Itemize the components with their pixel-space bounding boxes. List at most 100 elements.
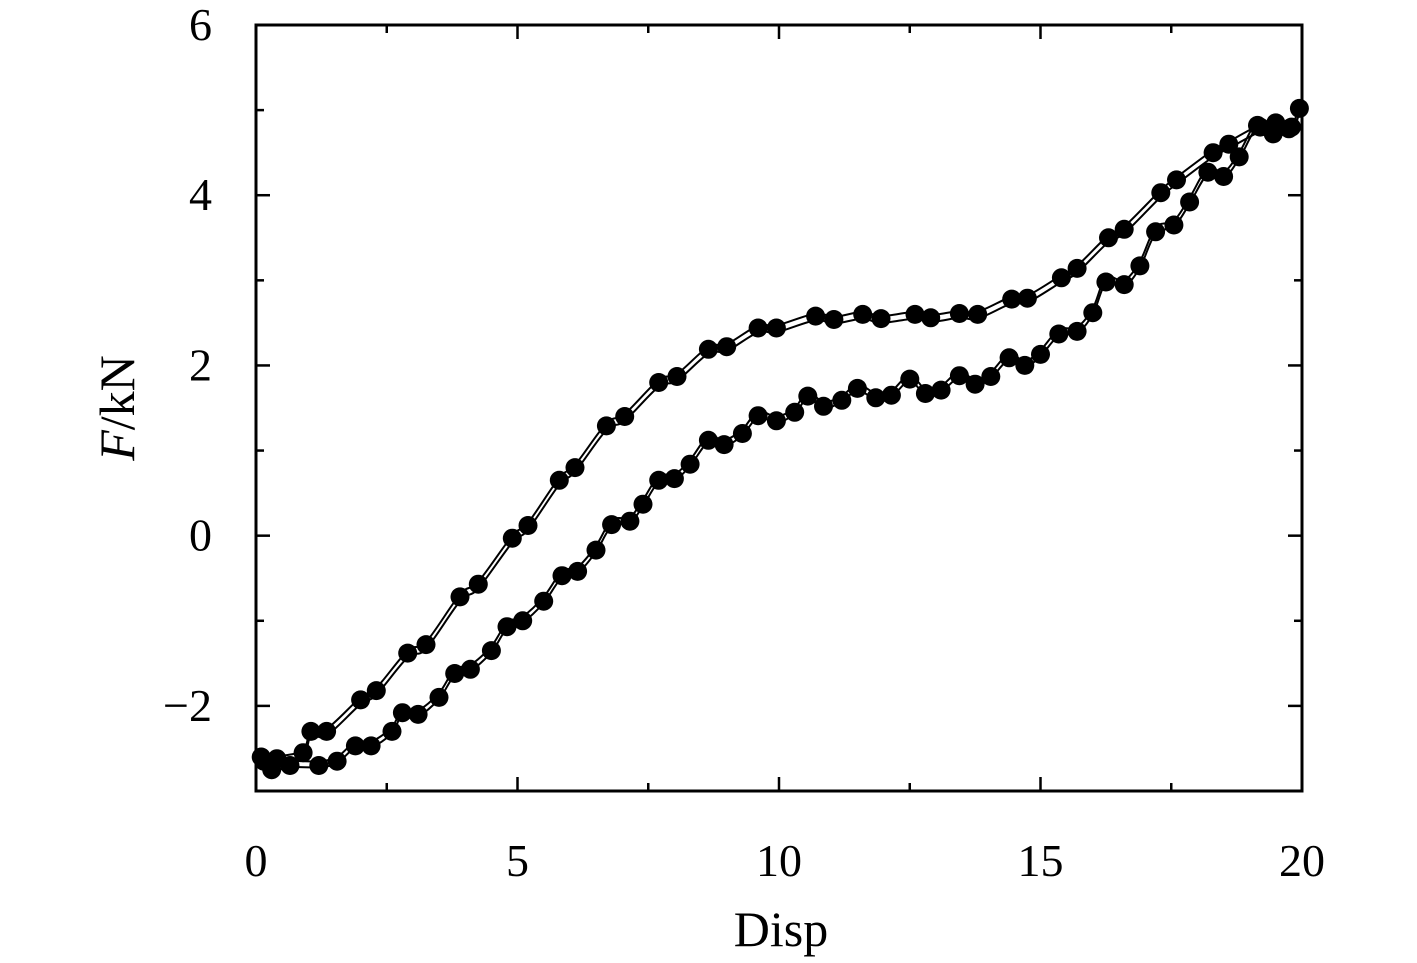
data-point-upper-34: [1051, 268, 1071, 288]
data-point-lower-4: [309, 756, 329, 775]
x-tick-label: 0: [245, 835, 268, 886]
data-point-lower-27: [698, 430, 718, 450]
data-point-upper-41: [1219, 134, 1239, 154]
data-point-upper-9: [416, 635, 436, 655]
data-point-lower-29: [732, 424, 752, 443]
y-axis-title: F/kN: [89, 355, 145, 462]
data-point-lower-9: [392, 703, 412, 723]
data-point-upper-10: [450, 587, 470, 607]
x-tick-label: 20: [1279, 835, 1325, 886]
y-tick-label: 0: [189, 510, 212, 561]
data-point-lower-43: [965, 374, 985, 394]
data-point-upper-40: [1203, 143, 1223, 163]
data-point-lower-53: [1130, 256, 1150, 276]
data-point-lower-14: [481, 641, 501, 661]
data-point-lower-41: [931, 380, 951, 400]
data-point-upper-14: [549, 470, 569, 490]
y-tick-label: −2: [163, 680, 212, 731]
data-point-upper-18: [649, 373, 669, 392]
data-point-upper-23: [766, 318, 786, 338]
data-point-upper-11: [468, 574, 488, 594]
data-point-upper-26: [853, 304, 873, 324]
data-point-lower-52: [1114, 275, 1134, 295]
data-point-lower-50: [1083, 303, 1103, 323]
data-point-lower-8: [382, 721, 402, 741]
data-point-lower-20: [586, 540, 606, 560]
data-point-lower-46: [1015, 355, 1035, 375]
data-point-upper-7: [366, 681, 386, 701]
data-point-lower-12: [445, 664, 465, 683]
data-point-lower-22: [620, 511, 640, 531]
data-point-lower-24: [649, 470, 669, 490]
data-point-upper-25: [824, 310, 844, 329]
data-point-lower-54: [1146, 222, 1166, 242]
y-tick-label: 2: [189, 339, 212, 390]
data-point-lower-26: [680, 454, 700, 474]
y-axis-title-variable: F: [89, 430, 145, 462]
data-point-lower-47: [1031, 344, 1050, 364]
data-point-lower-11: [429, 687, 449, 707]
data-point-lower-35: [832, 390, 852, 410]
data-point-upper-17: [615, 407, 635, 426]
series-upper-line-1: [261, 105, 1301, 758]
data-point-lower-57: [1198, 162, 1218, 182]
data-point-lower-60: [1248, 115, 1267, 135]
data-point-upper-39: [1167, 170, 1186, 190]
data-point-lower-30: [748, 406, 768, 426]
axes-layer: 0 5 10 15 20 −2 0 2 4 6: [163, 0, 1325, 886]
data-point-upper-31: [968, 304, 988, 324]
data-point-lower-31: [766, 411, 786, 431]
data-point-lower-56: [1180, 192, 1200, 212]
data-point-upper-4: [301, 721, 321, 741]
data-point-lower-42: [949, 366, 969, 386]
data-point-upper-28: [905, 304, 925, 324]
data-point-upper-38: [1151, 183, 1171, 203]
plot-frame: [254, 23, 1304, 793]
data-point-lower-21: [602, 515, 622, 535]
data-point-upper-37: [1114, 219, 1134, 239]
data-point-lower-25: [664, 469, 684, 489]
data-point-upper-6: [351, 690, 371, 710]
data-point-upper-27: [871, 309, 891, 329]
data-point-lower-36: [847, 378, 867, 398]
data-point-upper-13: [518, 516, 538, 535]
data-point-lower-10: [408, 704, 428, 724]
data-point-lower-38: [881, 385, 901, 405]
data-point-upper-20: [698, 339, 718, 359]
plot-layer: [251, 98, 1309, 780]
y-axis-title-unit: /kN: [89, 355, 145, 430]
x-tick-label: 15: [1018, 835, 1064, 886]
data-point-upper-36: [1099, 228, 1118, 248]
data-point-lower-49: [1067, 321, 1087, 341]
data-point-lower-28: [714, 435, 734, 455]
data-point-lower-40: [915, 384, 935, 403]
data-point-lower-37: [866, 388, 886, 408]
y-tick-label: 4: [189, 169, 212, 220]
data-point-upper-5: [317, 721, 337, 741]
x-tick-label: 5: [506, 835, 529, 886]
data-point-lower-3: [280, 756, 300, 775]
y-tick-label: 6: [189, 0, 212, 50]
data-point-lower-32: [785, 402, 805, 422]
data-point-lower-44: [981, 367, 1001, 386]
data-point-upper-29: [921, 308, 941, 328]
data-point-upper-19: [667, 367, 687, 386]
data-point-upper-35: [1067, 258, 1087, 278]
data-point-lower-7: [361, 736, 381, 756]
data-point-lower-18: [552, 566, 572, 586]
data-point-lower-17: [534, 591, 554, 611]
data-point-lower-2: [262, 760, 282, 780]
data-point-upper-45: [1289, 98, 1309, 118]
data-point-upper-21: [717, 337, 737, 357]
data-point-upper-8: [398, 643, 418, 663]
data-point-upper-30: [949, 304, 969, 323]
data-point-lower-61: [1263, 124, 1283, 144]
data-point-upper-24: [806, 306, 826, 326]
data-point-upper-22: [748, 318, 768, 338]
data-point-lower-39: [900, 369, 920, 389]
data-point-lower-48: [1049, 324, 1069, 344]
data-point-upper-33: [1017, 288, 1037, 308]
data-point-lower-55: [1164, 215, 1184, 235]
data-point-lower-62: [1279, 119, 1299, 139]
